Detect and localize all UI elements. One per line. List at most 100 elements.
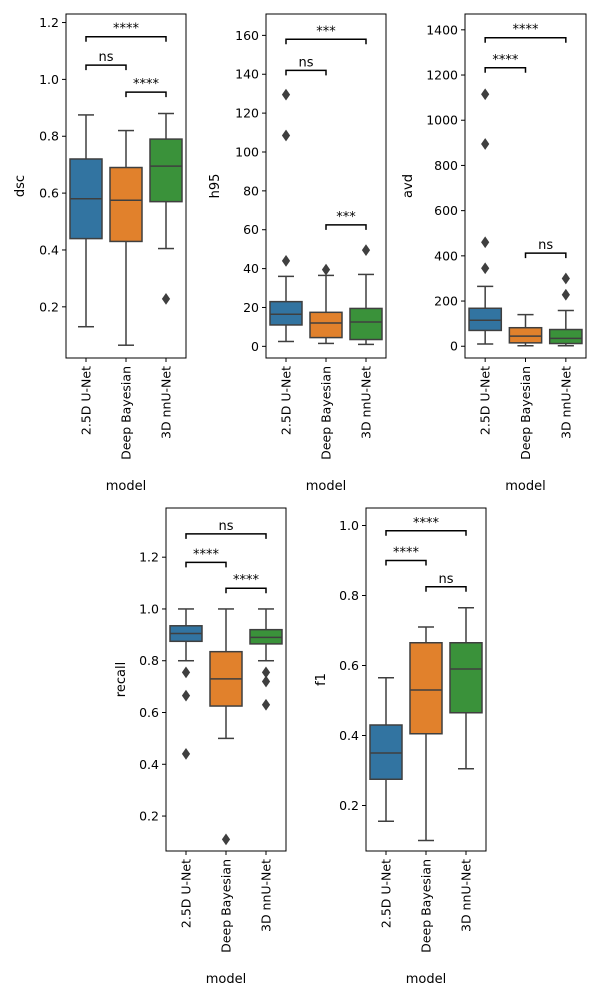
significance-annotation: **** <box>385 546 427 566</box>
outlier-point <box>321 263 331 276</box>
significance-label: **** <box>113 22 140 37</box>
y-tick-label: 0 <box>450 339 458 354</box>
significance-bracket <box>425 586 467 592</box>
box-avd-1 <box>508 313 543 347</box>
outlier-point <box>181 689 191 702</box>
significance-label: ns <box>538 238 553 253</box>
panel-recall: **** **** ns 0.2 0.4 0.6 0.8 1.0 1.2 2.5D U-Net De… <box>114 507 287 987</box>
iqr-box <box>548 328 583 345</box>
box-h95-2 <box>349 244 383 346</box>
outlier-point <box>221 833 231 846</box>
box-h95-1 <box>309 263 343 345</box>
y-tick-label: 0.6 <box>39 186 59 201</box>
panel-h95: ns *** *** 0 20 40 60 80 100 120 140 160 2.5D U-Net D… <box>208 13 387 494</box>
outlier-point <box>561 288 570 301</box>
y-tick-label: 160 <box>235 28 259 43</box>
y-tick-label: 60 <box>243 222 259 237</box>
y-axis-label: avd <box>401 174 416 198</box>
outlier-point <box>281 129 291 142</box>
y-tick-label: 0.8 <box>139 653 159 668</box>
outlier-point <box>281 254 291 267</box>
y-tick-label: 120 <box>235 106 259 121</box>
y-tick-label: 1400 <box>426 22 458 37</box>
y-tick-label: 1200 <box>426 68 458 83</box>
box-f1-1 <box>409 626 443 842</box>
significance-annotation: *** <box>285 24 367 45</box>
significance-annotation: **** <box>125 77 167 98</box>
significance-annotation: ns <box>425 572 467 592</box>
x-tick-label: 2.5D U-Net <box>279 366 294 435</box>
x-tick-label: Deep Bayesian <box>319 366 334 460</box>
box-f1-0 <box>369 677 403 822</box>
significance-bracket <box>524 252 567 259</box>
x-tick-label: 3D nnU-Net <box>558 366 573 439</box>
x-tick-label: 3D nnU-Net <box>259 859 274 932</box>
y-tick-label: 1000 <box>426 113 458 128</box>
outlier-point <box>481 262 490 275</box>
outlier-point <box>281 88 291 101</box>
y-tick-label: 40 <box>243 261 259 276</box>
x-tick-label: 3D nnU-Net <box>359 366 374 439</box>
significance-label: ns <box>98 50 113 65</box>
significance-label: **** <box>513 23 540 38</box>
significance-bracket <box>185 533 267 539</box>
x-axis-label: model <box>505 479 545 494</box>
outlier-point <box>481 88 490 101</box>
y-tick-label: 0.8 <box>339 588 359 603</box>
significance-label: **** <box>133 77 160 92</box>
box-recall-0 <box>169 608 203 760</box>
y-tick-label: 100 <box>235 144 259 159</box>
y-tick-label: 0.4 <box>139 757 159 772</box>
iqr-box <box>109 166 143 243</box>
panel-avd: **** ns **** 0 200 400 600 800 1000 1200 1400 2.5D … <box>401 13 587 494</box>
box-f1-2 <box>449 607 483 770</box>
iqr-box <box>449 642 483 714</box>
x-tick-label: Deep Bayesian <box>119 366 134 460</box>
axes-frame <box>464 13 587 359</box>
significance-annotation: ns <box>524 238 567 259</box>
outlier-point <box>481 138 490 150</box>
x-tick-label: 2.5D U-Net <box>379 859 394 928</box>
y-tick-label: 20 <box>243 300 259 315</box>
significance-bracket <box>85 64 127 71</box>
x-tick-label: Deep Bayesian <box>518 366 533 460</box>
x-tick-label: 3D nnU-Net <box>459 859 474 932</box>
y-tick-label: 1.0 <box>139 601 159 616</box>
significance-annotation: ns <box>85 50 127 71</box>
y-tick-label: 400 <box>434 248 458 263</box>
outlier-point <box>261 675 271 688</box>
significance-label: **** <box>413 516 440 531</box>
significance-label: ns <box>218 519 233 534</box>
y-tick-label: 1.2 <box>139 550 159 565</box>
y-tick-label: 0.2 <box>39 299 59 314</box>
outlier-point <box>181 666 191 679</box>
significance-bracket <box>225 587 267 594</box>
y-tick-label: 1.0 <box>339 518 359 533</box>
y-tick-label: 0 <box>251 339 259 354</box>
significance-label: **** <box>492 53 519 68</box>
x-tick-label: Deep Bayesian <box>219 859 234 953</box>
significance-annotation: **** <box>85 22 167 42</box>
significance-label: **** <box>233 573 260 588</box>
significance-annotation: *** <box>325 210 367 230</box>
box-dsc-1 <box>109 129 143 346</box>
y-tick-label: 0.8 <box>39 129 59 144</box>
significance-bracket <box>325 224 367 230</box>
significance-label: **** <box>193 547 220 562</box>
iqr-box <box>349 307 383 341</box>
y-tick-label: 0.6 <box>139 705 159 720</box>
significance-bracket <box>484 36 567 43</box>
x-axis-label: model <box>206 972 246 987</box>
y-tick-label: 140 <box>235 67 259 82</box>
x-axis-label: model <box>106 479 146 494</box>
iqr-box <box>269 300 303 326</box>
iqr-box <box>409 642 443 735</box>
y-tick-label: 1.0 <box>39 72 59 87</box>
panel-f1: **** ns **** 0.2 0.4 0.6 0.8 1.0 2.5D U-Net Deep … <box>314 507 487 987</box>
y-axis-label: recall <box>114 662 129 697</box>
significance-annotation: **** <box>225 573 267 594</box>
significance-annotation: **** <box>484 53 527 73</box>
iqr-box <box>309 311 343 339</box>
box-avd-2 <box>548 272 583 347</box>
